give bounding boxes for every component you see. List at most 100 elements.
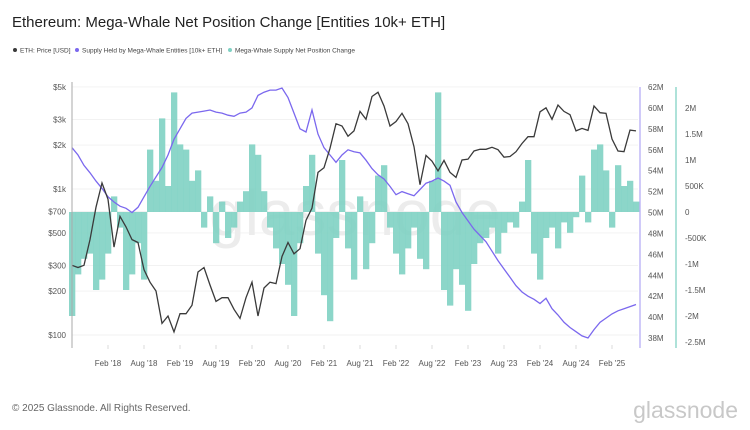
net-change-bar (231, 212, 238, 228)
supply-line (71, 87, 637, 339)
supply-tick-label: 52M (648, 188, 664, 197)
supply-tick-label: 38M (648, 334, 664, 343)
net-change-bar (465, 212, 472, 311)
x-tick-label: Aug '19 (203, 359, 230, 368)
price-tick-label: $5k (53, 83, 67, 92)
net-tick-label: 2M (685, 104, 696, 113)
supply-tick-label: 62M (648, 83, 664, 92)
net-tick-label: -2M (685, 312, 699, 321)
net-change-bar (579, 175, 586, 212)
net-change-bar (633, 201, 640, 212)
net-tick-label: 1.5M (685, 130, 703, 139)
axes: $5k $3k $2k $1k $700 $500 $300 $200 $100 Feb '18 A… (48, 82, 707, 368)
net-change-bar (93, 212, 100, 290)
legend-marker-supply (75, 48, 79, 52)
x-tick-label: Feb '19 (167, 359, 194, 368)
net-change-bar (387, 212, 394, 228)
net-change-bar (627, 180, 634, 212)
net-change-bar (429, 180, 436, 212)
net-change-bar (147, 149, 154, 212)
price-tick-label: $300 (48, 261, 66, 270)
net-change-bar (507, 212, 514, 223)
supply-tick-label: 40M (648, 313, 664, 322)
net-change-bar (405, 212, 412, 249)
net-change-bar (417, 212, 424, 259)
supply-tick-label: 54M (648, 167, 664, 176)
net-change-bar (471, 212, 478, 264)
supply-tick-label: 58M (648, 125, 664, 134)
net-change-bar (597, 144, 604, 212)
net-change-bar (303, 186, 310, 212)
net-change-bar (477, 212, 484, 244)
net-change-bar (279, 212, 286, 264)
net-change-bar (345, 212, 352, 249)
net-change-bar (207, 196, 214, 212)
net-change-bar (525, 160, 532, 212)
net-change-bar (75, 212, 82, 275)
net-change-bar (201, 212, 208, 228)
net-change-bar (261, 191, 268, 212)
net-change-bar (177, 144, 184, 212)
net-change-bar (435, 92, 442, 212)
legend-label-net: Mega-Whale Supply Net Position Change (235, 48, 355, 55)
legend-label-price: ETH: Price [USD] (20, 48, 71, 55)
net-change-bar (513, 212, 520, 228)
net-change-bar (375, 175, 382, 212)
net-change-bar (117, 212, 124, 228)
net-change-bar (543, 212, 550, 238)
net-change-bar (309, 154, 316, 212)
x-tick-label: Feb '22 (383, 359, 410, 368)
net-change-bar (501, 212, 508, 233)
copyright-footer: © 2025 Glassnode. All Rights Reserved. (12, 403, 191, 414)
x-tick-label: Aug '18 (131, 359, 158, 368)
x-tick-label: Feb '25 (599, 359, 626, 368)
glassnode-logo: glassnode (633, 397, 738, 423)
net-change-bar (315, 212, 322, 254)
net-change-bar (111, 196, 118, 212)
net-change-bar (165, 186, 172, 212)
price-tick-label: $2k (53, 141, 67, 150)
net-change-bar (489, 212, 496, 228)
net-change-bar (213, 212, 220, 244)
net-change-bar (393, 212, 400, 254)
legend-label-supply: Supply Held by Mega-Whale Entities [10k+… (82, 48, 222, 55)
net-change-bar (105, 212, 112, 254)
net-change-bar (585, 212, 592, 223)
supply-tick-label: 46M (648, 250, 664, 259)
net-change-bar (483, 212, 490, 238)
net-change-bar (171, 92, 178, 212)
net-change-bar (81, 212, 88, 259)
net-change-bar (255, 154, 262, 212)
price-tick-label: $3k (53, 115, 67, 124)
x-tick-label: Aug '23 (491, 359, 518, 368)
net-change-bar (555, 212, 562, 249)
net-change-bar (327, 212, 334, 322)
net-change-bar (453, 212, 460, 270)
legend-marker-net (228, 48, 232, 52)
chart-title: Ethereum: Mega-Whale Net Position Change… (12, 14, 445, 31)
price-tick-label: $700 (48, 208, 66, 217)
net-position-bars (69, 92, 640, 322)
x-tick-label: Aug '21 (347, 359, 374, 368)
net-change-bar (399, 212, 406, 275)
x-tick-label: Aug '22 (419, 359, 446, 368)
x-tick-label: Aug '24 (563, 359, 590, 368)
supply-tick-label: 48M (648, 229, 664, 238)
x-tick-label: Feb '20 (239, 359, 266, 368)
net-change-bar (381, 165, 388, 212)
x-tick-label: Feb '21 (311, 359, 338, 368)
legend: ETH: Price [USD] Supply Held by Mega-Wha… (13, 48, 355, 55)
net-change-bar (273, 212, 280, 249)
net-tick-label: -1M (685, 260, 699, 269)
price-line (71, 91, 637, 334)
net-change-bar (87, 212, 94, 254)
net-change-bar (153, 180, 160, 212)
supply-tick-label: 50M (648, 209, 664, 218)
net-change-bar (237, 201, 244, 212)
supply-tick-label: 44M (648, 271, 664, 280)
net-change-bar (249, 144, 256, 212)
net-change-bar (291, 212, 298, 316)
price-tick-label: $100 (48, 331, 66, 340)
net-change-bar (225, 212, 232, 238)
